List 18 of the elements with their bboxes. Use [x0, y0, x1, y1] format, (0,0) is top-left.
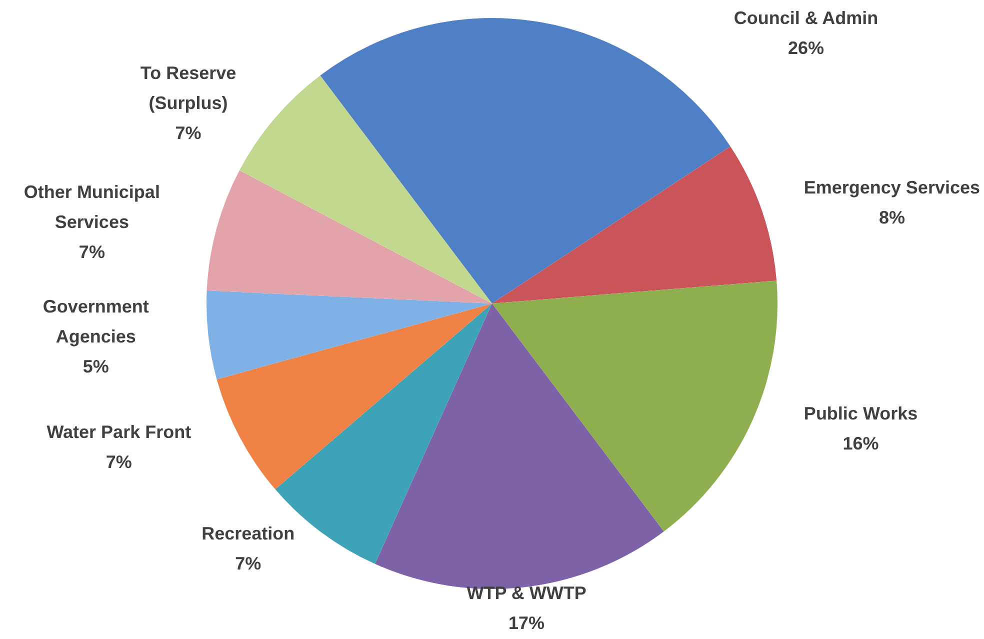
data-label: 5% [82, 356, 109, 377]
slice-label: WTP & WWTP [466, 583, 586, 604]
slice-label: Public Works [804, 404, 918, 424]
slice-label: To Reserve (Surplus) [140, 63, 236, 114]
slice-label: Recreation [202, 524, 295, 544]
slice-label: Other Municipal Services [24, 182, 160, 232]
slice-label: Government Agencies [42, 296, 149, 347]
slice-label: Council & Admin [734, 8, 878, 28]
data-label: 17% [508, 613, 545, 634]
data-label: 8% [878, 207, 905, 228]
data-label: 7% [235, 554, 262, 574]
data-label: 7% [175, 123, 202, 144]
slice-label: Water Park Front [46, 422, 192, 442]
data-label: 26% [788, 38, 824, 58]
slice-label: Emergency Services [804, 177, 980, 198]
data-label: 7% [106, 452, 132, 472]
data-label: 7% [78, 242, 105, 262]
data-label: 16% [842, 434, 879, 454]
